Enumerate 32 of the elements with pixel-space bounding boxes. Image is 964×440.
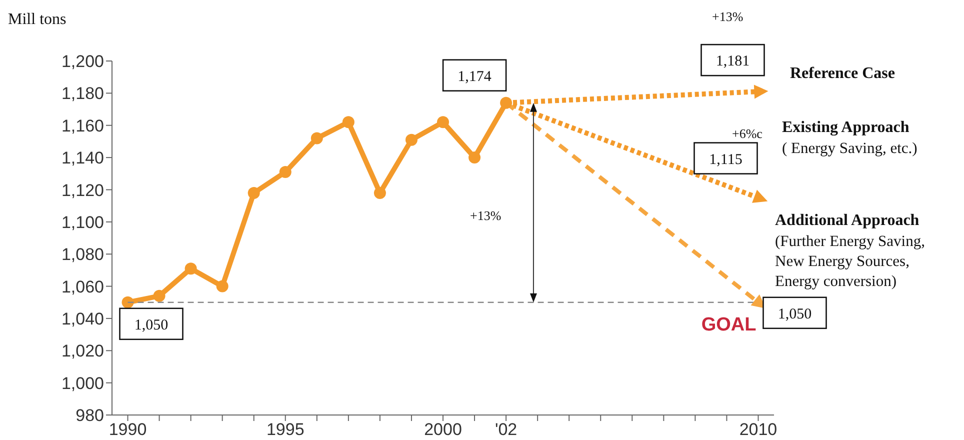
- data-label: 1,174: [458, 68, 492, 85]
- y-tick-label: 1,180: [61, 84, 104, 104]
- y-tick-label: 1,120: [61, 180, 104, 200]
- data-label: 1,050: [134, 317, 168, 334]
- y-tick-label: 1,040: [61, 309, 104, 328]
- x-tick-label: 1990: [108, 420, 147, 440]
- y-tick-label: 980: [76, 406, 104, 426]
- x-tick-label: 1995: [266, 420, 304, 440]
- text: +13%: [712, 9, 744, 24]
- x-tick-label: 2010: [739, 420, 778, 440]
- series-label: Reference Case: [790, 65, 895, 82]
- text: ( Energy Saving, etc.): [782, 140, 918, 157]
- y-tick-label: 1,100: [61, 212, 104, 232]
- y-tick-label: 1,000: [61, 374, 104, 393]
- y-tick-label: 1,160: [61, 116, 104, 136]
- y-tick-label: 1,200: [61, 52, 104, 72]
- annotation: +6%c: [732, 126, 763, 141]
- x-tick-label: '02: [494, 420, 518, 440]
- text: (Further Energy Saving, New Energy Sources, Energy conversion): [775, 233, 925, 290]
- data-label: 1,181: [716, 54, 750, 70]
- y-tick-label: 1,140: [61, 148, 104, 168]
- ref-line-label: GOAL: [701, 314, 757, 336]
- y-tick-label: 1,020: [61, 342, 104, 361]
- y-tick-label: 1,080: [61, 245, 104, 264]
- data-label: 1,115: [709, 152, 742, 168]
- y-axis-title: Mill tons: [8, 11, 66, 28]
- data-label: 1,050: [778, 306, 812, 322]
- text: Additional Approach: [775, 212, 920, 229]
- annotation: +13%: [470, 208, 502, 223]
- text: Existing Approach: [782, 119, 910, 136]
- x-tick-label: 2000: [424, 420, 462, 440]
- y-tick-label: 1,060: [61, 277, 104, 296]
